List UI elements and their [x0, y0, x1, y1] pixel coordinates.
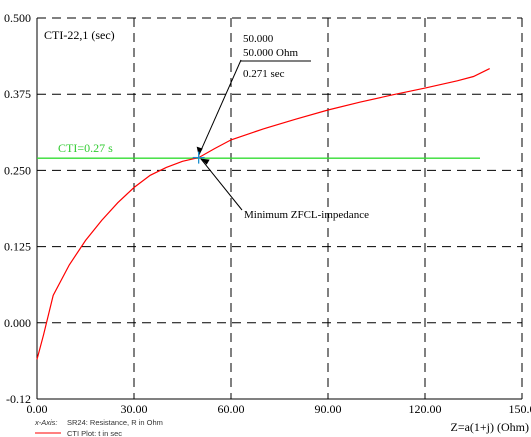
- legend-x-axis-text: SR24: Resistance, R in Ohm: [67, 418, 163, 427]
- y-tick-label: 0.500: [4, 11, 31, 25]
- marker-leader-line: [198, 59, 242, 156]
- chart-title: CTI-22,1 (sec): [44, 28, 115, 42]
- marker-label-line-2: 50.000 Ohm: [243, 47, 298, 59]
- legend-series-text: CTI Plot: t in sec: [67, 429, 122, 437]
- x-tick-label: 120.00: [409, 402, 442, 416]
- x-tick-label: 90.00: [315, 402, 342, 416]
- legend: x-Axis: SR24: Resistance, R in Ohm CTI P…: [34, 418, 163, 437]
- x-tick-label: 150.0: [509, 402, 531, 416]
- x-tick-label: 30.00: [121, 402, 148, 416]
- y-tick-label: 0.375: [4, 87, 31, 101]
- y-tick-label: 0.125: [4, 240, 31, 254]
- legend-x-axis-prefix: x-Axis:: [34, 418, 58, 427]
- y-tick-label: 0.000: [4, 316, 31, 330]
- marker-label-line-1: 50.000: [243, 33, 274, 45]
- reference-line-label: CTI=0.27 s: [58, 141, 113, 155]
- marker-group: [192, 59, 243, 211]
- annotation-arrowhead: [200, 158, 210, 165]
- marker-label-line-3: 0.271 sec: [243, 68, 285, 80]
- tick-labels: 0.00 30.00 60.00 90.00 120.00 150.0 -0.12 0.000…: [4, 11, 531, 416]
- y-tick-label: 0.250: [4, 163, 31, 177]
- grid: [37, 17, 523, 399]
- annotation-text: Minimum ZFCL-impedance: [244, 209, 369, 221]
- annotation-leader-line: [200, 158, 243, 211]
- x-tick-label: 0.00: [27, 402, 48, 416]
- x-axis-label: Z=a(1+j) (Ohm): [450, 420, 529, 434]
- x-tick-label: 60.00: [218, 402, 245, 416]
- axes: [36, 18, 522, 400]
- y-tick-label: -0.12: [6, 392, 31, 406]
